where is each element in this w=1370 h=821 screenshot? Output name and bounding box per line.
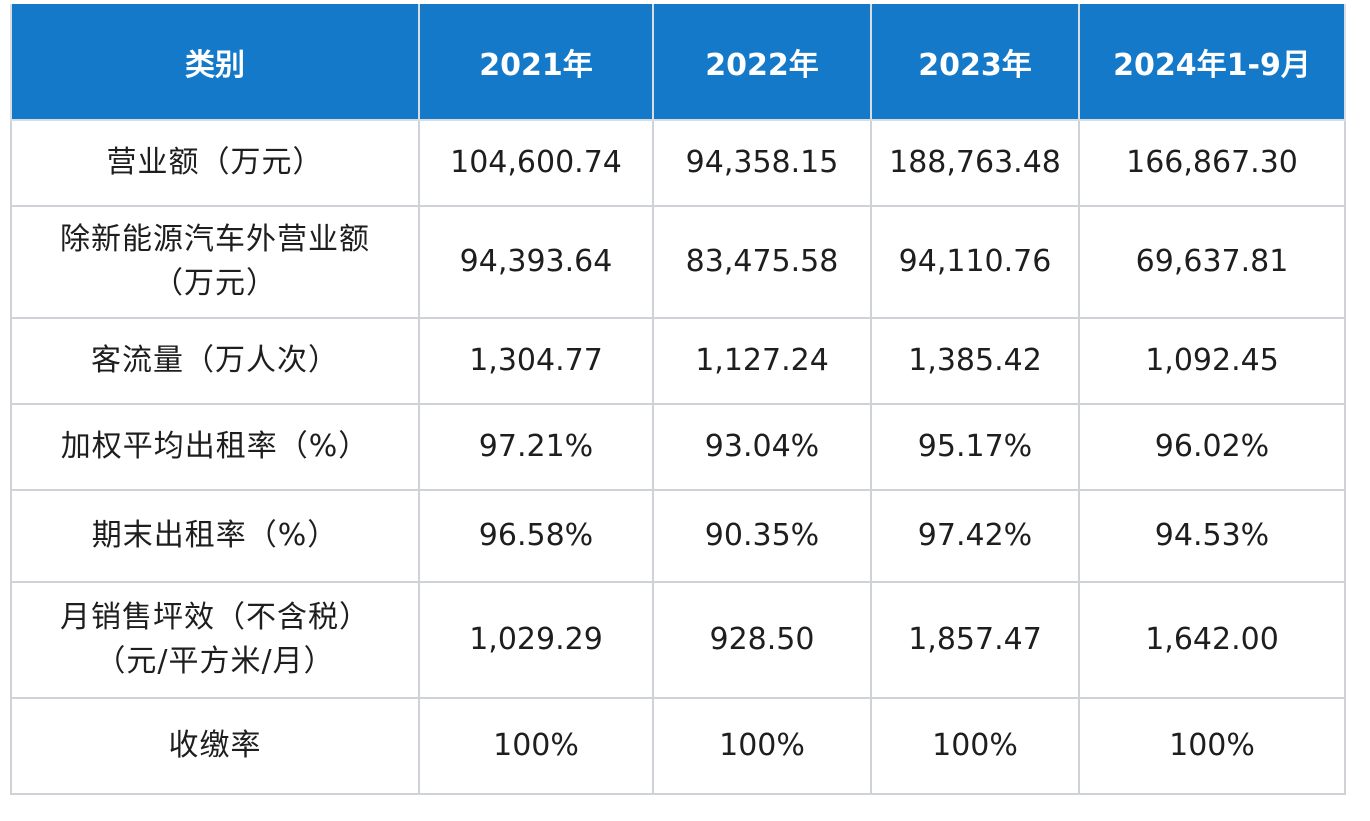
table-row: 月销售坪效（不含税） （元/平方米/月） 1,029.29 928.50 1,8… xyxy=(10,581,1346,699)
data-table-container: 类别 2021年 2022年 2023年 2024年1-9月 营业额（万元） 1… xyxy=(10,4,1346,795)
row-label: 月销售坪效（不含税） （元/平方米/月） xyxy=(10,581,420,699)
table-cell: 94,110.76 xyxy=(870,205,1080,319)
table-row: 加权平均出租率（%） 97.21% 93.04% 95.17% 96.02% xyxy=(10,403,1346,491)
row-label-line: 营业额（万元） xyxy=(106,145,324,180)
operating-metrics-table: 类别 2021年 2022年 2023年 2024年1-9月 营业额（万元） 1… xyxy=(10,4,1346,795)
table-row: 营业额（万元） 104,600.74 94,358.15 188,763.48 … xyxy=(10,119,1346,207)
header-2022: 2022年 xyxy=(652,4,872,121)
table-cell: 97.21% xyxy=(418,403,654,491)
table-cell: 90.35% xyxy=(652,489,872,583)
table-cell: 94,358.15 xyxy=(652,119,872,207)
table-cell: 94.53% xyxy=(1078,489,1346,583)
table-cell: 96.58% xyxy=(418,489,654,583)
table-cell: 166,867.30 xyxy=(1078,119,1346,207)
row-label: 加权平均出租率（%） xyxy=(10,403,420,491)
row-label-line: （万元） xyxy=(153,266,277,301)
table-cell: 104,600.74 xyxy=(418,119,654,207)
table-cell: 1,857.47 xyxy=(870,581,1080,699)
table-cell: 1,127.24 xyxy=(652,317,872,405)
row-label-line: 客流量（万人次） xyxy=(91,343,339,378)
table-cell: 1,385.42 xyxy=(870,317,1080,405)
table-cell: 94,393.64 xyxy=(418,205,654,319)
header-2021: 2021年 xyxy=(418,4,654,121)
row-label-line: 月销售坪效（不含税） xyxy=(60,600,370,635)
header-category: 类别 xyxy=(10,4,420,121)
row-label-line: （元/平方米/月） xyxy=(95,644,335,679)
table-cell: 69,637.81 xyxy=(1078,205,1346,319)
row-label: 除新能源汽车外营业额 （万元） xyxy=(10,205,420,319)
row-label: 收缴率 xyxy=(10,697,420,795)
row-label-line: 期末出租率（%） xyxy=(91,518,339,553)
table-cell: 100% xyxy=(870,697,1080,795)
table-row: 收缴率 100% 100% 100% 100% xyxy=(10,697,1346,795)
table-cell: 100% xyxy=(418,697,654,795)
table-cell: 188,763.48 xyxy=(870,119,1080,207)
table-row: 客流量（万人次） 1,304.77 1,127.24 1,385.42 1,09… xyxy=(10,317,1346,405)
table-cell: 1,304.77 xyxy=(418,317,654,405)
row-label-line: 除新能源汽车外营业额 xyxy=(60,222,370,257)
table-cell: 100% xyxy=(652,697,872,795)
table-cell: 100% xyxy=(1078,697,1346,795)
table-cell: 1,029.29 xyxy=(418,581,654,699)
table-row: 期末出租率（%） 96.58% 90.35% 97.42% 94.53% xyxy=(10,489,1346,583)
row-label: 期末出租率（%） xyxy=(10,489,420,583)
table-cell: 83,475.58 xyxy=(652,205,872,319)
header-2023: 2023年 xyxy=(870,4,1080,121)
table-cell: 95.17% xyxy=(870,403,1080,491)
row-label: 客流量（万人次） xyxy=(10,317,420,405)
row-label-line: 收缴率 xyxy=(168,728,262,763)
table-cell: 1,642.00 xyxy=(1078,581,1346,699)
table-row: 除新能源汽车外营业额 （万元） 94,393.64 83,475.58 94,1… xyxy=(10,205,1346,319)
table-cell: 928.50 xyxy=(652,581,872,699)
header-row: 类别 2021年 2022年 2023年 2024年1-9月 xyxy=(10,4,1346,121)
table-cell: 96.02% xyxy=(1078,403,1346,491)
table-cell: 1,092.45 xyxy=(1078,317,1346,405)
row-label: 营业额（万元） xyxy=(10,119,420,207)
row-label-line: 加权平均出租率（%） xyxy=(60,429,370,464)
table-cell: 97.42% xyxy=(870,489,1080,583)
table-cell: 93.04% xyxy=(652,403,872,491)
header-2024-jan-sep: 2024年1-9月 xyxy=(1078,4,1346,121)
